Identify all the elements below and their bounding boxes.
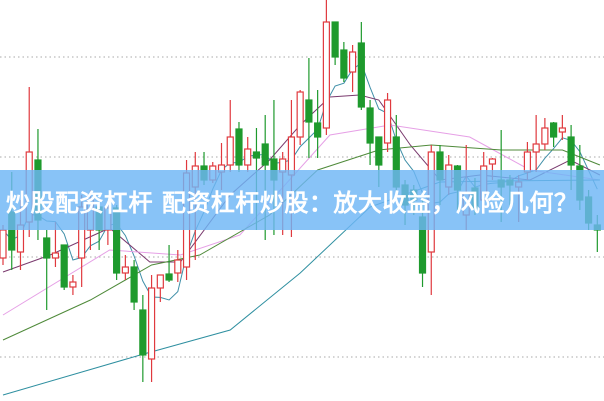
candle-down bbox=[340, 49, 348, 79]
candle-down bbox=[60, 244, 68, 288]
candle-down bbox=[165, 273, 173, 281]
candle-down bbox=[252, 151, 261, 159]
title-banner: 炒股配资杠杆 配资杠杆炒股：放大收益，风险几何？ bbox=[0, 170, 604, 230]
candle-down bbox=[375, 136, 383, 166]
candle-up bbox=[51, 252, 60, 259]
candle-up bbox=[156, 274, 164, 289]
candle-down bbox=[235, 128, 243, 166]
candle-up bbox=[296, 91, 304, 138]
moving-average-line bbox=[2, 124, 600, 316]
candle-up bbox=[488, 158, 497, 165]
candle-down bbox=[314, 122, 322, 138]
candle-up bbox=[523, 151, 532, 173]
candle-down bbox=[139, 309, 147, 356]
candle-up bbox=[121, 266, 129, 274]
candle-up bbox=[541, 127, 549, 145]
candle-down bbox=[567, 136, 575, 166]
candle-down bbox=[305, 99, 313, 123]
candle-up bbox=[0, 229, 7, 259]
candle-up bbox=[322, 21, 330, 129]
candle-up bbox=[349, 51, 357, 73]
candle-up bbox=[147, 287, 156, 360]
candle-up bbox=[383, 99, 392, 144]
candle-up bbox=[69, 281, 77, 288]
candle-up bbox=[226, 136, 234, 166]
candle-up bbox=[174, 259, 182, 274]
candle-down bbox=[43, 237, 51, 259]
candle-down bbox=[130, 266, 138, 303]
candle-down bbox=[357, 42, 365, 108]
candle-up bbox=[244, 148, 252, 166]
banner-title: 炒股配资杠杆 配资杠杆炒股：放大收益，风险几何？ bbox=[6, 188, 579, 217]
candle-up bbox=[558, 127, 566, 133]
candle-up bbox=[532, 143, 540, 153]
candle-down bbox=[550, 122, 558, 138]
candle-down bbox=[366, 107, 374, 144]
candle-down bbox=[331, 21, 339, 58]
candle-down bbox=[261, 143, 269, 166]
